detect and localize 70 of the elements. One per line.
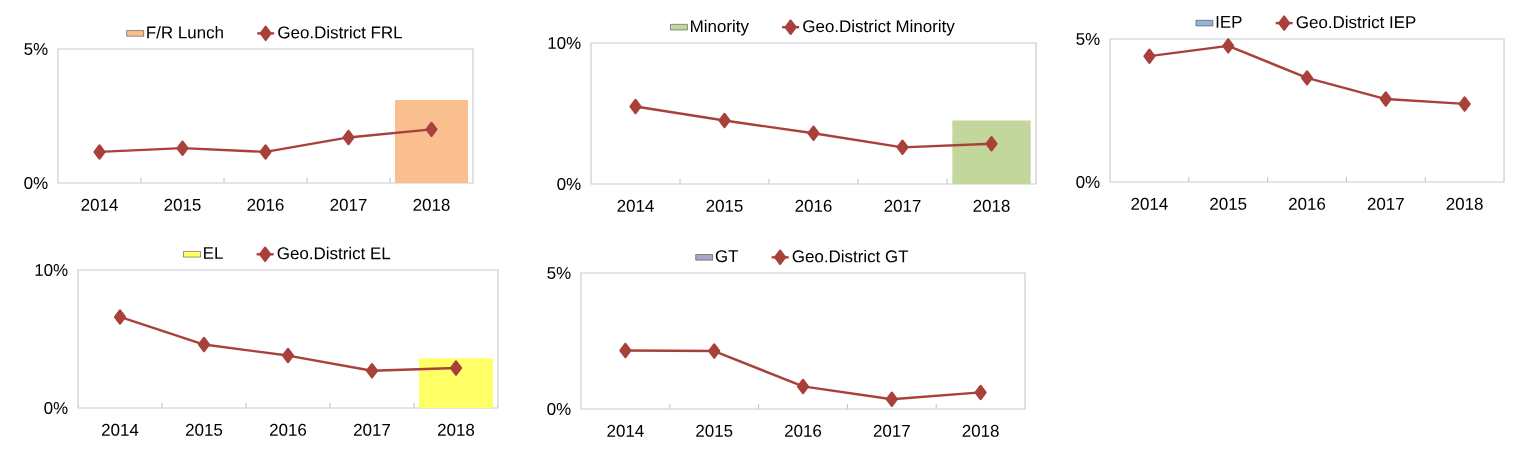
y-tick-label: 0% — [557, 178, 581, 190]
legend-label: IEP — [1216, 16, 1242, 28]
legend-label: Geo.District EL — [277, 246, 391, 260]
x-tick-label: 2017 — [873, 424, 910, 437]
y-tick-label: 0% — [24, 177, 48, 189]
x-tick-label: 2016 — [270, 423, 307, 436]
point — [985, 136, 998, 152]
legend-label: GT — [715, 250, 739, 263]
x-tick-label: 2017 — [330, 198, 367, 211]
point — [93, 144, 106, 160]
point — [342, 129, 355, 146]
point — [796, 378, 810, 395]
x-tick-label: 2016 — [795, 199, 832, 212]
point — [449, 360, 463, 376]
x-tick-label: 2014 — [81, 198, 118, 211]
x-tick-label: 2014 — [102, 423, 139, 436]
x-tick-label: 2016 — [247, 198, 284, 211]
x-tick-label: 2018 — [438, 423, 475, 436]
legend-label: Minority — [691, 19, 749, 36]
point — [708, 343, 721, 359]
x-tick-label: 2017 — [354, 423, 390, 436]
point — [425, 121, 438, 138]
x-tick-label: 2018 — [962, 424, 999, 437]
x-tick-label: 2015 — [706, 199, 743, 212]
point — [974, 384, 987, 401]
legend-label: Geo.District Minority — [803, 19, 955, 36]
x-tick-label: 2015 — [696, 424, 733, 437]
point — [197, 336, 211, 353]
legend-label: Geo.District IEP — [1296, 15, 1416, 29]
x-tick-label: 2014 — [617, 199, 654, 212]
x-tick-label: 2017 — [1367, 197, 1404, 210]
y-tick-label: 0% — [44, 402, 68, 414]
point — [1300, 70, 1314, 86]
point — [1143, 48, 1156, 64]
x-tick-label: 2018 — [1446, 197, 1483, 210]
point — [365, 363, 379, 379]
y-tick-label: 5% — [547, 267, 571, 279]
legend-label: EL — [204, 247, 223, 259]
y-tick-label: 5% — [24, 43, 48, 55]
x-tick-label: 2016 — [1289, 197, 1326, 210]
point — [718, 112, 731, 129]
y-tick-label: 10% — [35, 264, 68, 276]
point — [1222, 38, 1235, 54]
y-tick-label: 0% — [1076, 176, 1100, 188]
legend-label: F/R Lunch — [147, 25, 223, 39]
legend-label: Geo.District FRL — [278, 25, 402, 39]
point — [1458, 96, 1471, 112]
point — [113, 309, 127, 325]
x-tick-label: 2018 — [973, 199, 1010, 212]
point — [259, 144, 272, 160]
point — [807, 125, 820, 141]
x-tick-label: 2014 — [607, 424, 644, 437]
x-tick-label: 2014 — [1131, 197, 1168, 210]
x-tick-label: 2015 — [1210, 197, 1247, 210]
point — [281, 347, 295, 364]
y-tick-label: 10% — [548, 37, 581, 49]
point — [1379, 91, 1392, 107]
point — [896, 139, 909, 156]
point — [885, 391, 898, 407]
x-tick-label: 2016 — [785, 424, 822, 437]
y-tick-label: 0% — [547, 403, 571, 415]
point — [176, 140, 189, 156]
legend-label: Geo.District GT — [792, 249, 909, 263]
x-tick-label: 2015 — [186, 423, 223, 436]
y-tick-label: 5% — [1076, 33, 1100, 45]
point — [629, 98, 642, 115]
point — [619, 342, 632, 359]
x-tick-label: 2017 — [884, 199, 921, 212]
x-tick-label: 2018 — [413, 198, 450, 211]
x-tick-label: 2015 — [164, 198, 201, 211]
